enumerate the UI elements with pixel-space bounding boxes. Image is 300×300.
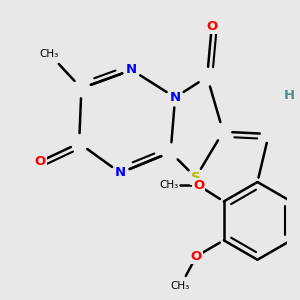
Text: O: O bbox=[206, 20, 218, 33]
Text: N: N bbox=[126, 64, 137, 76]
Text: H: H bbox=[284, 88, 295, 102]
Text: CH₃: CH₃ bbox=[40, 49, 59, 59]
Text: O: O bbox=[193, 179, 204, 192]
Text: CH₃: CH₃ bbox=[159, 180, 178, 190]
Text: S: S bbox=[191, 171, 200, 184]
Text: CH₃: CH₃ bbox=[171, 281, 190, 291]
Text: N: N bbox=[169, 91, 181, 104]
Text: O: O bbox=[34, 155, 46, 168]
Text: O: O bbox=[191, 250, 202, 263]
Text: N: N bbox=[115, 167, 126, 179]
